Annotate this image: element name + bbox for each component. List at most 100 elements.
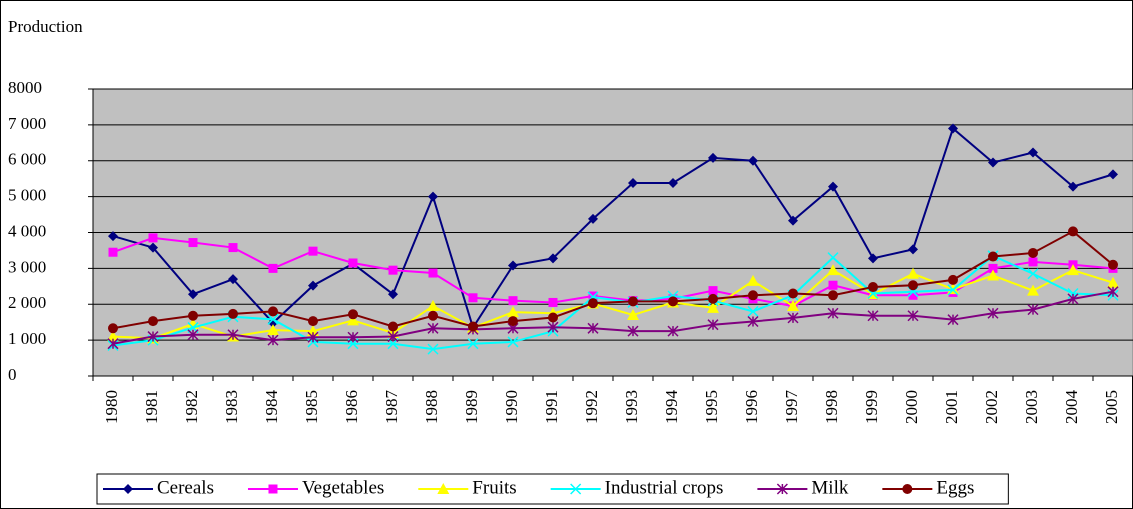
marker [428, 268, 438, 278]
marker [588, 298, 598, 309]
x-tick-label: 2001 [942, 390, 961, 424]
marker [1068, 226, 1078, 237]
marker [547, 321, 559, 333]
marker [627, 325, 639, 337]
marker [267, 334, 279, 346]
marker [627, 309, 639, 321]
marker [570, 483, 582, 495]
marker [387, 331, 399, 343]
marker [427, 322, 439, 334]
marker [868, 282, 878, 293]
y-tick-label: 2 000 [8, 293, 46, 312]
marker [827, 307, 839, 319]
marker [788, 215, 798, 226]
marker [1107, 276, 1119, 288]
marker [508, 316, 518, 327]
y-tick-label: 6 000 [8, 150, 46, 169]
legend-label: Cereals [157, 477, 214, 498]
marker [347, 331, 359, 343]
y-tick-label: 3 000 [8, 257, 46, 276]
x-tick-label: 2005 [1102, 390, 1121, 424]
marker [747, 305, 759, 317]
marker [348, 309, 358, 320]
marker [228, 274, 238, 285]
marker [788, 288, 798, 299]
marker [867, 310, 879, 322]
marker [902, 484, 913, 494]
marker [1027, 284, 1039, 296]
marker [747, 315, 759, 328]
x-tick-label: 1995 [702, 390, 721, 424]
marker [667, 325, 679, 337]
marker [508, 260, 518, 271]
marker [988, 251, 998, 262]
x-tick-label: 1989 [462, 390, 481, 424]
y-tick-label: 1 000 [8, 329, 46, 348]
marker [188, 238, 198, 248]
marker [1067, 293, 1079, 305]
x-tick-label: 2000 [902, 390, 921, 424]
y-tick-label: 7 000 [8, 114, 46, 133]
marker [1028, 147, 1038, 158]
marker [827, 264, 839, 276]
x-tick-label: 1997 [782, 390, 801, 425]
marker [987, 307, 999, 319]
marker [948, 274, 958, 285]
marker [148, 242, 158, 253]
x-tick-label: 2003 [1022, 390, 1041, 424]
legend-label: Eggs [936, 477, 974, 498]
marker [787, 312, 799, 324]
marker [947, 284, 959, 296]
x-tick-label: 1982 [182, 390, 201, 424]
series-line [112, 236, 1114, 308]
marker [268, 306, 278, 317]
marker [388, 289, 398, 300]
marker [108, 323, 118, 334]
marker [507, 306, 519, 318]
marker [427, 300, 439, 312]
x-tick-label: 1980 [102, 390, 121, 424]
marker [347, 314, 359, 326]
marker [308, 316, 318, 327]
x-tick-label: 1996 [742, 390, 761, 424]
marker [108, 247, 118, 257]
marker [268, 263, 278, 273]
marker [268, 484, 278, 494]
x-tick-label: 1986 [342, 390, 361, 424]
marker [267, 313, 279, 325]
marker [708, 286, 718, 296]
x-tick-label: 1987 [382, 390, 401, 425]
marker [708, 152, 718, 163]
marker [827, 252, 839, 264]
marker [668, 296, 678, 307]
marker [428, 191, 438, 202]
x-tick-label: 1993 [622, 390, 641, 424]
x-tick-label: 1985 [302, 390, 321, 424]
marker [747, 274, 759, 286]
x-tick-label: 1994 [662, 390, 681, 425]
marker [548, 297, 558, 307]
marker [1108, 169, 1118, 180]
marker [348, 258, 358, 268]
marker [228, 308, 238, 319]
legend-label: Milk [811, 477, 848, 498]
marker [228, 243, 238, 253]
marker [1067, 287, 1079, 300]
marker [1108, 259, 1118, 270]
marker [1027, 304, 1039, 316]
marker [267, 324, 279, 336]
marker [307, 331, 319, 343]
y-tick-label: 4 000 [8, 221, 46, 240]
marker [987, 269, 999, 281]
marker [947, 314, 959, 326]
marker [828, 280, 838, 290]
marker [1027, 268, 1039, 280]
marker [908, 290, 918, 300]
legend-label: Fruits [472, 477, 516, 498]
marker [1067, 264, 1079, 276]
marker [868, 253, 878, 264]
series-line [112, 230, 1114, 330]
x-tick-label: 1990 [502, 390, 521, 424]
marker [388, 321, 398, 332]
